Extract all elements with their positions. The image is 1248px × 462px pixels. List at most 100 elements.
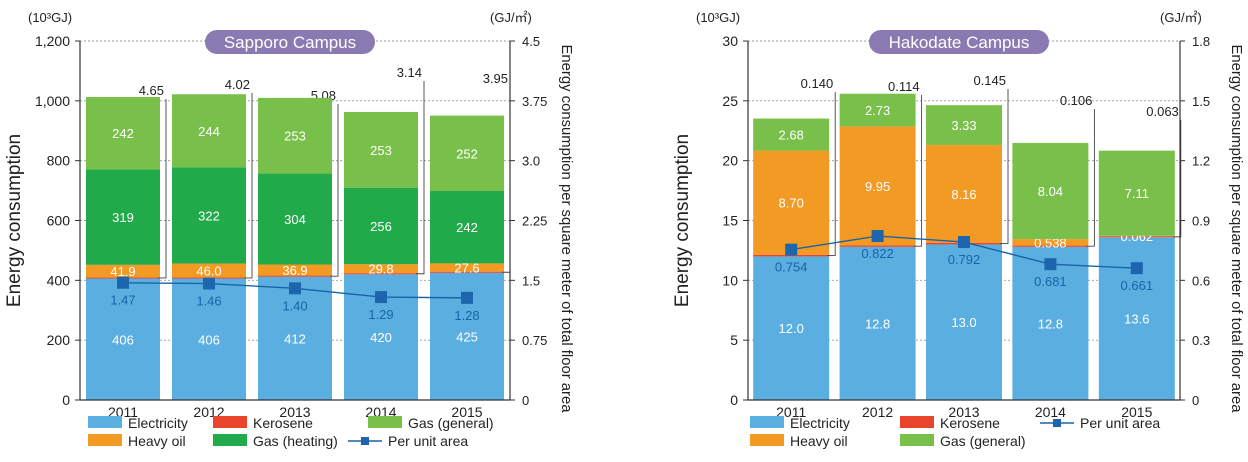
bar-label: 12.8 (1038, 316, 1063, 331)
bar-label: 253 (284, 129, 306, 144)
bar-label: 27.6 (454, 261, 479, 276)
bar-label: 253 (370, 143, 392, 158)
bar-label: 406 (198, 332, 220, 347)
per-unit-area-marker (785, 243, 798, 256)
per-unit-area-marker (871, 230, 884, 243)
bar-kerosene (1098, 236, 1175, 238)
per-unit-area-label: 1.29 (368, 307, 393, 322)
bar-label: 29.8 (368, 262, 393, 277)
bar-heavy_oil (839, 126, 916, 246)
y-tick-label: 15 (722, 213, 738, 229)
bar-label: 12.8 (865, 316, 890, 331)
bar-kerosene (430, 271, 504, 273)
bar-gas_heating (344, 187, 418, 265)
per-unit-area-label: 0.792 (948, 252, 981, 267)
y-tick-label: 20 (722, 153, 738, 169)
bar-label: 412 (284, 331, 306, 346)
chart-title: Sapporo Campus (224, 33, 356, 52)
y-unit-label: (10³GJ) (28, 10, 72, 25)
y2-tick-label: 4.5 (522, 34, 540, 49)
kerosene-value-label: 3.95 (483, 71, 508, 86)
y2-tick-label: 0.75 (522, 333, 547, 348)
bar-heavy_oil (1098, 235, 1175, 237)
bar-label: 36.9 (282, 263, 307, 278)
bar-label: 8.70 (779, 196, 804, 211)
legend-label: Gas (general) (408, 415, 494, 431)
bar-heavy_oil (1012, 239, 1089, 246)
kerosene-leader (416, 81, 425, 275)
bar-label: 2.73 (865, 103, 890, 118)
kerosene-leader (158, 99, 167, 279)
bar-gas_heating (258, 173, 332, 265)
bar-heavy_oil (430, 263, 504, 272)
bar-electricity (86, 278, 160, 400)
bar-gas_general (430, 115, 504, 192)
kerosene-leader (330, 104, 339, 277)
x-tick-label: 2012 (862, 404, 893, 420)
per-unit-area-label: 0.822 (861, 246, 894, 261)
kerosene-value-label: 0.106 (1060, 93, 1093, 108)
bar-label: 242 (456, 220, 478, 235)
per-unit-area-label: 1.40 (282, 298, 307, 313)
per-unit-area-label: 1.28 (454, 308, 479, 323)
kerosene-leader (913, 95, 923, 247)
bar-kerosene (839, 245, 916, 247)
y2-tick-label: 0.6 (1192, 273, 1210, 288)
bar-heavy_oil (753, 150, 830, 255)
per-unit-area-label: 1.47 (110, 293, 135, 308)
bar-gas_heating (172, 167, 246, 264)
legend-label: Per unit area (1080, 415, 1160, 431)
y2-axis-title: Energy consumption per square meter of t… (1228, 45, 1244, 414)
y-tick-label: 400 (47, 272, 71, 288)
bar-gas_general (1012, 142, 1089, 240)
bar-heavy_oil (258, 264, 332, 276)
bar-label: 9.95 (865, 179, 890, 194)
bar-label: 13.0 (951, 315, 976, 330)
x-tick-label: 2015 (451, 404, 482, 420)
bar-kerosene (1012, 245, 1089, 247)
kerosene-value-label: 0.063 (1146, 104, 1179, 119)
kerosene-value-label: 0.145 (973, 73, 1006, 88)
y2-tick-label: 0 (1192, 393, 1199, 408)
per-unit-area-marker (117, 276, 129, 289)
bar-label: 8.04 (1038, 184, 1063, 199)
per-unit-area-label: 1.46 (196, 294, 221, 309)
y-tick-label: 10 (722, 272, 738, 288)
bar-gas_general (258, 97, 332, 174)
per-unit-area-label: 0.754 (775, 260, 808, 275)
bar-gas_general (926, 105, 1002, 146)
kerosene-value-label: 3.14 (397, 65, 422, 80)
bar-electricity (258, 276, 332, 400)
bar-label: 319 (112, 210, 134, 225)
bar-electricity (926, 244, 1002, 400)
bar-label: 420 (370, 330, 392, 345)
x-tick-label: 2015 (1121, 404, 1152, 420)
bar-electricity (753, 256, 830, 400)
legend-marker-swatch (1053, 419, 1061, 427)
bar-label: 322 (198, 208, 220, 223)
bar-label: 8.16 (951, 187, 976, 202)
legend-swatch-gas_heating (213, 434, 247, 446)
kerosene-leader (1000, 89, 1009, 245)
chart-hakodate: 0 0 5 0.3 10 0.6 15 0.9 20 1.2 25 1.5 30 1.8 12.0 0.140… (672, 10, 1244, 449)
y2-unit-label: (GJ/㎡) (490, 10, 532, 25)
legend-swatch-electricity (88, 416, 122, 428)
legend-swatch-heavy_oil (750, 434, 784, 446)
kerosene-value-label: 4.02 (225, 77, 250, 92)
bar-heavy_oil (172, 263, 246, 278)
legend-label: Per unit area (388, 433, 468, 449)
bar-kerosene (258, 275, 332, 277)
chart-title-badge (205, 30, 375, 54)
y2-tick-label: 3.75 (522, 94, 547, 109)
per-unit-area-marker (289, 282, 301, 295)
per-unit-area-marker (461, 291, 473, 304)
kerosene-value-label: 4.65 (139, 83, 164, 98)
bar-heavy_oil (86, 264, 160, 278)
legend-label: Electricity (790, 415, 850, 431)
y-tick-label: 30 (722, 33, 738, 49)
bar-label: 2.68 (779, 128, 804, 143)
per-unit-area-label: 0.661 (1121, 278, 1154, 293)
legend-swatch-kerosene (213, 416, 247, 428)
y-axis-title: Energy consumption (672, 134, 693, 307)
bar-gas_general (172, 94, 246, 168)
